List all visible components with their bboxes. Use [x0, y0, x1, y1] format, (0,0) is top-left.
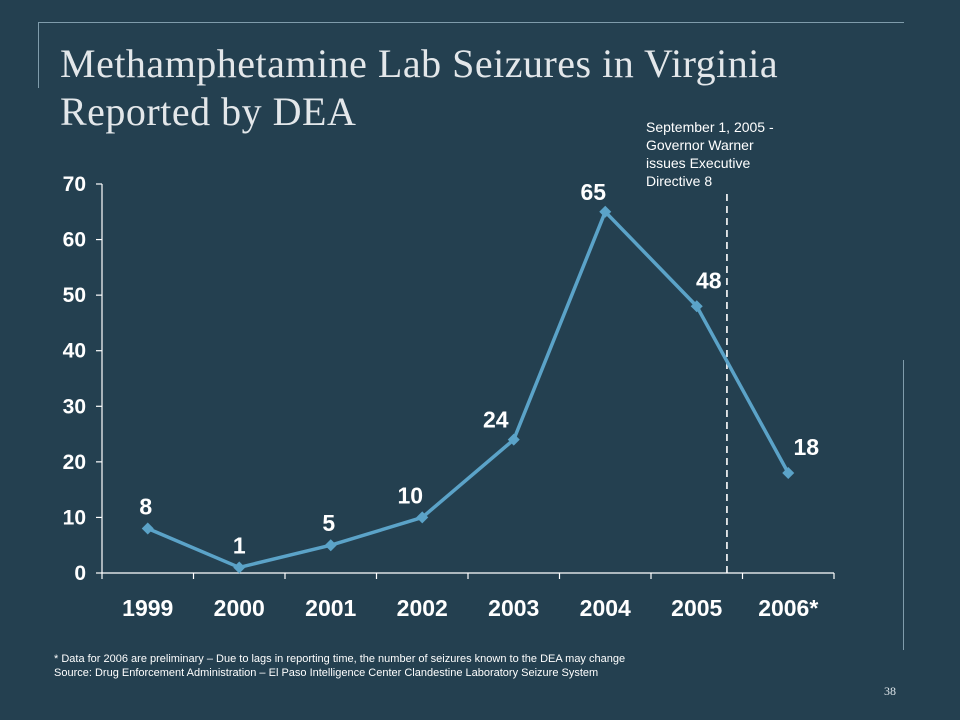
y-tick-label: 70 [63, 173, 86, 196]
x-tick-label: 2001 [305, 595, 356, 621]
slide-title: Methamphetamine Lab Seizures in Virginia… [60, 41, 779, 134]
right-rule [903, 360, 904, 650]
y-tick-label: 20 [63, 451, 86, 474]
x-tick-label: 2004 [580, 595, 631, 621]
x-tick-label: 2005 [671, 595, 722, 621]
y-tick-label: 50 [63, 284, 86, 307]
data-label: 1 [233, 532, 246, 558]
left-rule [38, 22, 39, 88]
executive-directive-annotation: September 1, 2005 - Governor Warner issu… [646, 119, 774, 189]
footnote-source: Source: Drug Enforcement Administration … [54, 667, 599, 679]
data-label: 18 [793, 434, 819, 460]
chart-axes: 0 10 20 30 40 50 60 70 1999 2000 2001 2002 2003 2004 2… [63, 173, 835, 621]
data-label: 65 [580, 179, 606, 205]
y-tick-label: 0 [74, 562, 86, 585]
chart-marks: 8 1 5 10 24 65 48 18 [139, 179, 819, 574]
footnote-preliminary: * Data for 2006 are preliminary – Due to… [54, 653, 626, 665]
data-point [599, 205, 612, 218]
y-tick-label: 60 [63, 229, 86, 252]
data-point [782, 466, 795, 479]
data-point [690, 300, 703, 313]
x-tick-label: 2006* [758, 595, 818, 621]
page-number: 38 [884, 684, 896, 698]
x-tick-label: 2002 [397, 595, 448, 621]
data-label: 10 [397, 482, 423, 508]
top-rule [38, 22, 904, 23]
y-tick-label: 30 [63, 395, 86, 418]
data-point [233, 561, 246, 574]
x-tick-label: 2000 [214, 595, 265, 621]
data-label: 48 [696, 267, 722, 293]
series-line [147, 210, 790, 570]
x-tick-label: 1999 [122, 595, 173, 621]
data-point [507, 433, 520, 446]
data-label: 24 [483, 407, 509, 433]
data-point [141, 522, 154, 535]
y-tick-label: 40 [63, 340, 86, 363]
data-point [416, 511, 429, 524]
data-label: 8 [139, 494, 152, 520]
x-tick-label: 2003 [488, 595, 539, 621]
footnote: * Data for 2006 are preliminary – Due to… [54, 652, 914, 680]
data-point [324, 539, 337, 552]
data-label: 5 [322, 510, 335, 536]
y-tick-label: 10 [63, 506, 86, 529]
